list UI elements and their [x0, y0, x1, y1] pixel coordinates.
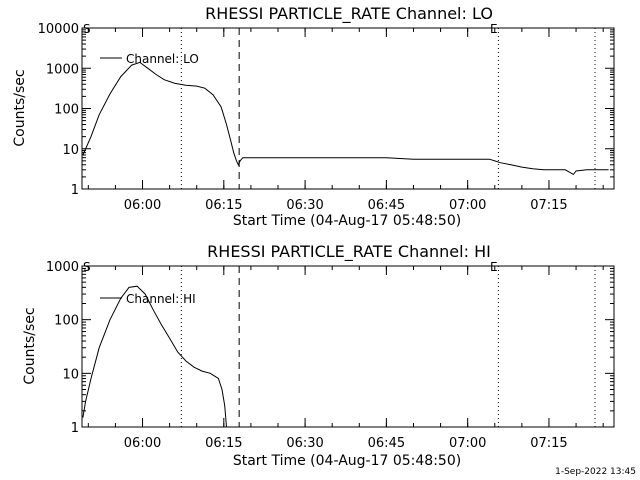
timestamp: 1-Sep-2022 13:45 — [555, 467, 636, 477]
y-tick-label: 1 — [71, 183, 79, 198]
y-tick-label: 100 — [54, 314, 79, 329]
x-tick-label: 06:30 — [286, 436, 323, 451]
x-tick-label: 06:15 — [205, 436, 242, 451]
plot-frame — [81, 265, 615, 428]
time-markers — [180, 266, 596, 427]
axis-ticks — [82, 265, 614, 428]
y-tick-label: 1 — [71, 421, 79, 436]
axis-ticks — [82, 27, 614, 190]
x-tick-label: 06:30 — [286, 198, 323, 213]
legend: Channel: LO — [100, 52, 199, 66]
x-tick-label: 06:15 — [205, 198, 242, 213]
x-tick-label: 06:00 — [124, 436, 161, 451]
x-tick-labels: 06:00 06:15 06:30 06:45 07:00 07:15 — [124, 436, 568, 451]
chart-title: RHESSI PARTICLE_RATE Channel: HI — [207, 242, 491, 262]
x-tick-label: 07:15 — [530, 436, 567, 451]
y-tick-label: 100 — [54, 103, 79, 118]
x-tick-label: 07:00 — [449, 436, 486, 451]
series-group — [82, 285, 227, 428]
x-tick-label: 07:15 — [530, 198, 567, 213]
y-tick-label: 10 — [62, 143, 79, 158]
chart-panel-hi: RHESSI PARTICLE_RATE Channel: HI 1101001… — [22, 242, 615, 469]
x-tick-label: 06:00 — [124, 198, 161, 213]
x-tick-labels: 06:00 06:15 06:30 06:45 07:00 07:15 — [124, 198, 568, 213]
y-tick-labels: 1 10 100 1000 — [46, 260, 79, 436]
series-line — [82, 61, 609, 176]
y-tick-label: 10000 — [38, 22, 79, 37]
x-axis-label: Start Time (04-Aug-17 05:48:50) — [233, 213, 461, 229]
start-marker-label: S — [83, 22, 91, 36]
y-tick-label: 1000 — [46, 62, 79, 77]
x-tick-label: 07:00 — [449, 198, 486, 213]
y-axis-label: Counts/sec — [22, 307, 38, 384]
time-markers — [180, 28, 596, 189]
start-marker-label: S — [83, 260, 91, 274]
y-tick-label: 10 — [62, 367, 79, 382]
chart-panel-lo: RHESSI PARTICLE_RATE Channel: LO 1101001… — [12, 4, 615, 229]
legend: Channel: HI — [100, 292, 196, 306]
series-line — [82, 285, 227, 428]
x-axis-label: Start Time (04-Aug-17 05:48:50) — [233, 453, 461, 469]
y-tick-labels: 1 10 100 1000 10000 — [38, 22, 79, 198]
y-tick-label: 1000 — [46, 260, 79, 275]
series-group — [82, 61, 609, 176]
legend-label: Channel: LO — [126, 52, 199, 66]
legend-label: Channel: HI — [126, 292, 196, 306]
end-marker-label: E — [490, 260, 498, 274]
chart-title: RHESSI PARTICLE_RATE Channel: LO — [205, 4, 493, 24]
end-marker-label: E — [490, 22, 498, 36]
x-tick-label: 06:45 — [368, 436, 405, 451]
x-tick-label: 06:45 — [368, 198, 405, 213]
y-axis-label: Counts/sec — [12, 69, 28, 146]
